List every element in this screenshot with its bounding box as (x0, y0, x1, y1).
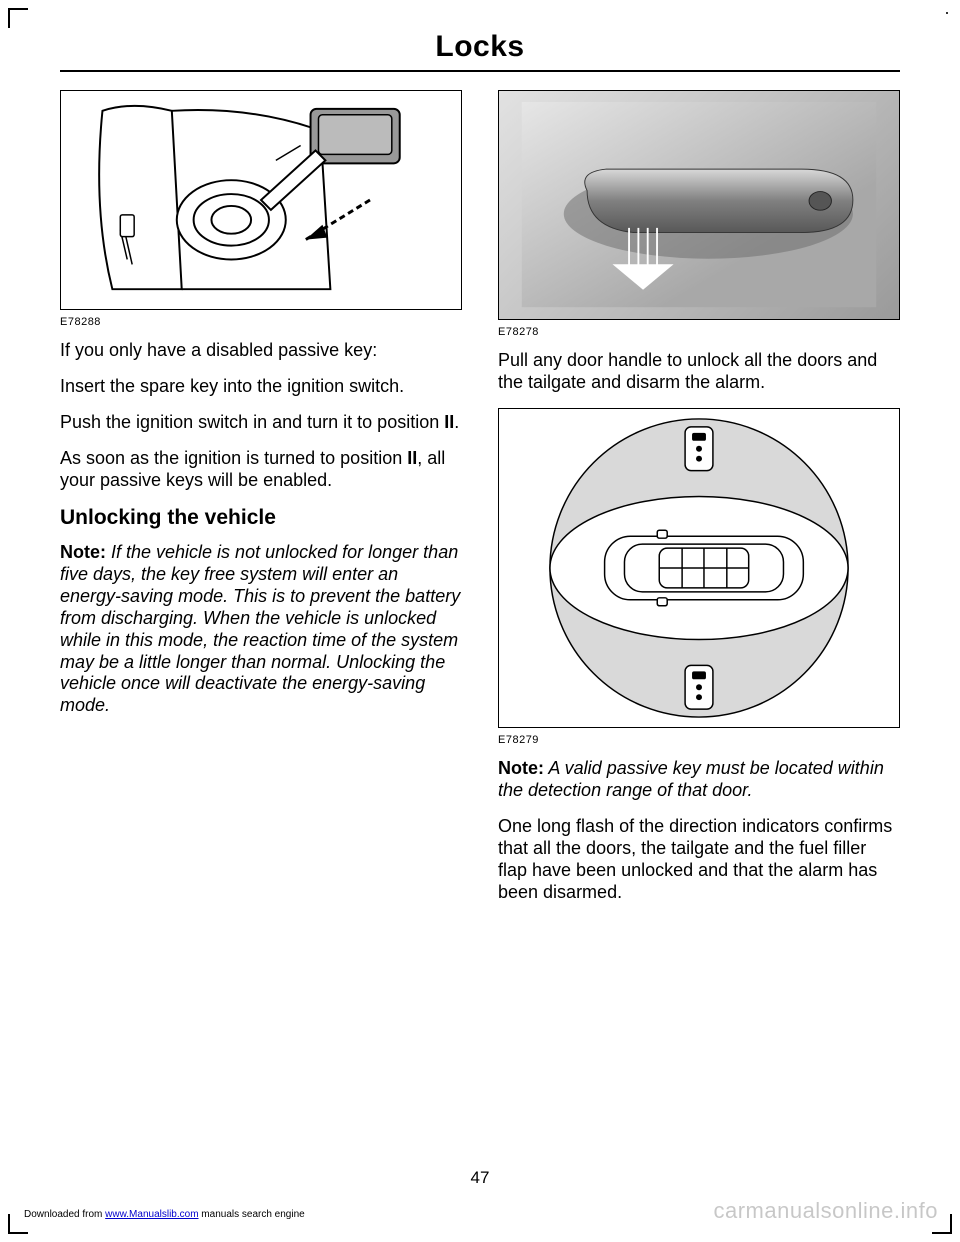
note-detection-range: Note: A valid passive key must be locate… (498, 758, 900, 802)
para-flash-confirm: One long flash of the direction indicato… (498, 816, 900, 904)
para-push-ignition: Push the ignition switch in and turn it … (60, 412, 462, 434)
text: As soon as the ignition is turned to pos… (60, 448, 407, 468)
page-header: Locks (60, 30, 900, 72)
para-disabled-key: If you only have a disabled passive key: (60, 340, 462, 362)
note-label: Note: (498, 758, 544, 778)
footer-prefix: Downloaded from (24, 1209, 105, 1220)
note-energy-saving: Note: If the vehicle is not unlocked for… (60, 542, 462, 718)
left-column: E78288 If you only have a disabled passi… (60, 90, 462, 918)
footer-download: Downloaded from www.Manualslib.com manua… (24, 1209, 305, 1220)
figure-ignition-key (60, 90, 462, 310)
note-text: A valid passive key must be located with… (498, 758, 884, 800)
page-number: 47 (0, 1168, 960, 1188)
position-ii: II (444, 412, 454, 432)
figure-caption-2: E78278 (498, 326, 900, 338)
figure-caption-1: E78288 (60, 316, 462, 328)
figure-door-handle (498, 90, 900, 320)
heading-unlocking-vehicle: Unlocking the vehicle (60, 506, 462, 530)
note-label: Note: (60, 542, 106, 562)
page-title: Locks (60, 30, 900, 64)
right-column: E78278 Pull any door handle to unlock al… (498, 90, 900, 918)
para-keys-enabled: As soon as the ignition is turned to pos… (60, 448, 462, 492)
note-text: If the vehicle is not unlocked for longe… (60, 542, 460, 716)
position-ii: II (407, 448, 417, 468)
figure-caption-3: E78279 (498, 734, 900, 746)
para-insert-spare: Insert the spare key into the ignition s… (60, 376, 462, 398)
figure-detection-range (498, 408, 900, 728)
footer-link[interactable]: www.Manualslib.com (105, 1209, 198, 1220)
watermark: carmanualsonline.info (713, 1198, 938, 1224)
footer-suffix: manuals search engine (199, 1209, 305, 1220)
para-pull-handle: Pull any door handle to unlock all the d… (498, 350, 900, 394)
text: . (454, 412, 459, 432)
text: Push the ignition switch in and turn it … (60, 412, 444, 432)
